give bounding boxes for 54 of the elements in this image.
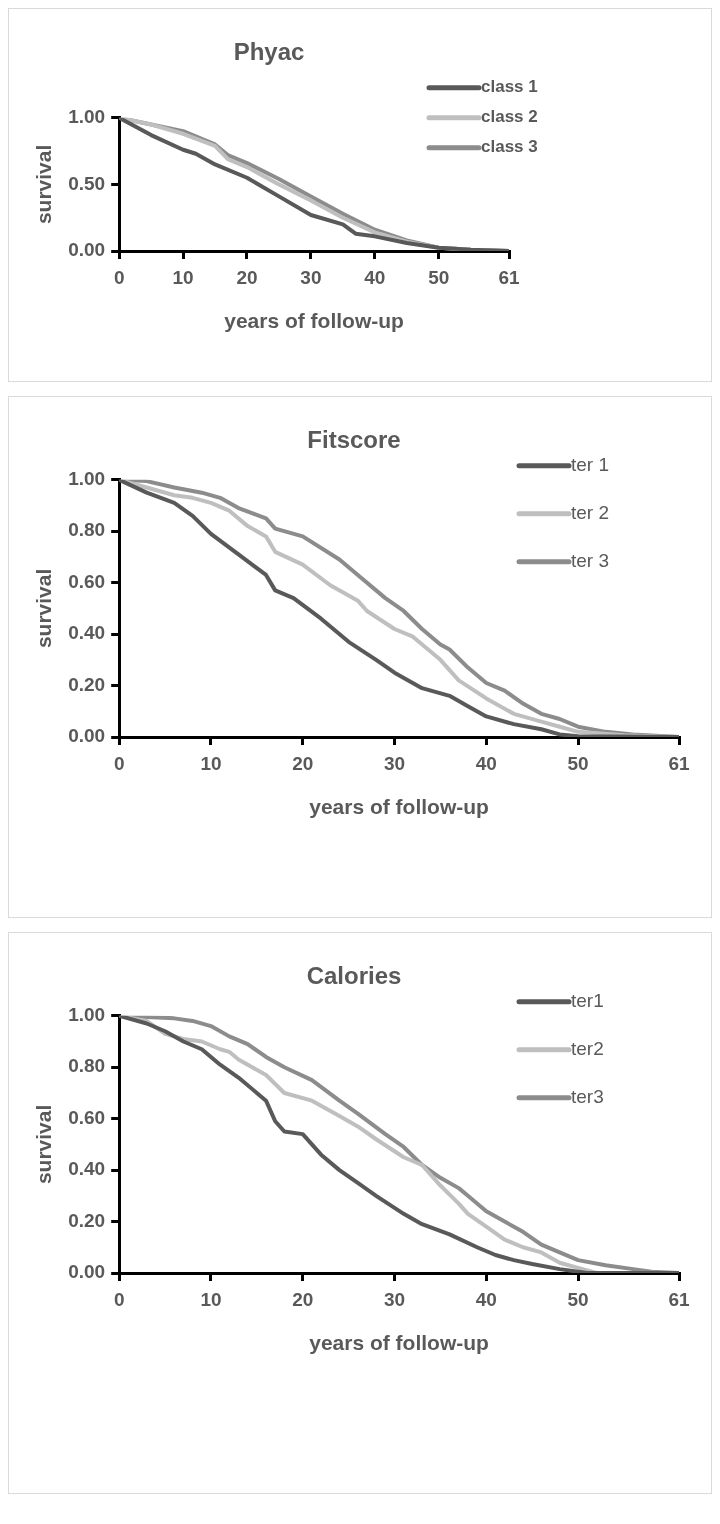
y-axis-title: survival	[32, 1104, 56, 1185]
y-tick-label: 0.20	[68, 673, 106, 695]
legend-label: ter 3	[571, 550, 610, 572]
y-tick-label: 1.00	[68, 1004, 106, 1026]
y-tick-label: 0.80	[68, 1055, 106, 1077]
y-tick-label: 0.50	[68, 172, 106, 194]
legend-label: class 2	[481, 107, 538, 127]
legend-label: ter3	[571, 1086, 604, 1108]
y-tick-label: 0.00	[68, 1261, 106, 1283]
x-tick-label: 20	[236, 266, 258, 288]
x-tick-label: 10	[200, 752, 222, 774]
y-tick-label: 1.00	[68, 106, 106, 128]
y-tick-label: 0.40	[68, 1158, 106, 1180]
x-tick-label: 20	[292, 1288, 314, 1310]
x-tick-label: 10	[200, 1288, 222, 1310]
x-axis-title: years of follow-up	[309, 795, 489, 819]
x-tick-label: 50	[567, 1288, 589, 1310]
y-tick-label: 0.40	[68, 622, 106, 644]
y-tick-label: 0.00	[68, 725, 106, 747]
y-tick-label: 0.20	[68, 1209, 106, 1231]
x-tick-label: 50	[428, 266, 450, 288]
x-tick-label: 30	[383, 752, 406, 774]
x-tick-label: 40	[364, 266, 386, 288]
legend-label: class 3	[481, 137, 538, 157]
x-tick-label: 30	[383, 1288, 406, 1310]
y-tick-label: 0.80	[68, 519, 106, 541]
x-tick-label: 40	[475, 1288, 497, 1310]
y-tick-label: 0.60	[68, 1106, 106, 1128]
x-tick-label: 0	[113, 1288, 125, 1310]
x-tick-label: 20	[292, 752, 314, 774]
y-axis-title: survival	[32, 568, 56, 649]
legend-label: class 1	[481, 77, 538, 97]
legend-label: ter 1	[571, 454, 610, 476]
x-tick-label: 40	[475, 752, 497, 774]
chart-title: Calories	[306, 962, 402, 990]
y-tick-label: 1.00	[68, 468, 106, 490]
x-tick-label: 61	[668, 752, 690, 774]
x-tick-label: 0	[113, 266, 125, 288]
chart-title: Phyac	[233, 38, 305, 66]
x-tick-label: 61	[668, 1288, 690, 1310]
x-tick-label: 10	[172, 266, 194, 288]
y-tick-label: 0.60	[68, 570, 106, 592]
x-tick-label: 0	[113, 752, 125, 774]
legend-label: ter2	[571, 1038, 604, 1060]
legend-label: ter1	[571, 990, 604, 1012]
chart-title: Fitscore	[307, 426, 401, 454]
x-tick-label: 30	[300, 266, 322, 288]
legend-label: ter 2	[571, 502, 610, 524]
y-tick-label: 0.00	[68, 239, 106, 261]
x-axis-title: years of follow-up	[224, 309, 404, 333]
y-axis-title: survival	[32, 144, 56, 225]
x-tick-label: 61	[498, 266, 520, 288]
x-tick-label: 50	[567, 752, 589, 774]
x-axis-title: years of follow-up	[309, 1331, 489, 1355]
